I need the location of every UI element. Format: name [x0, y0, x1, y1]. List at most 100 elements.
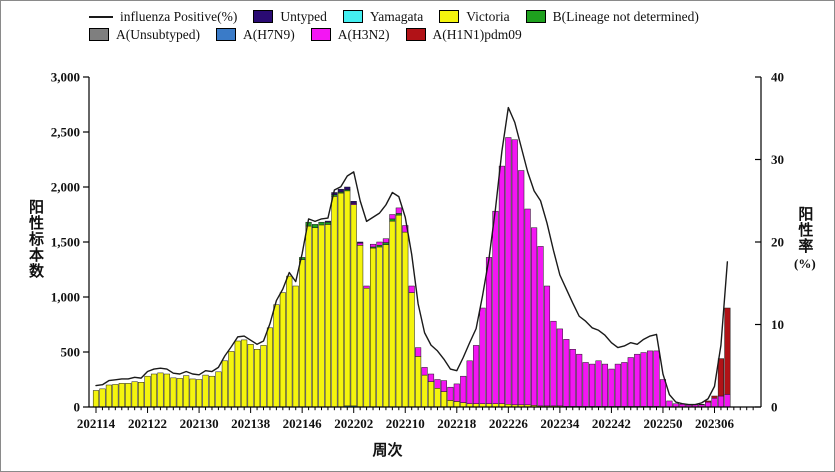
- legend-item-victoria: Victoria: [439, 9, 510, 24]
- bar-segment-untyped: [357, 241, 364, 244]
- bar-segment-h3n2: [724, 394, 731, 408]
- bar-segment-h3n2: [421, 367, 428, 376]
- bar-segment-victoria: [176, 378, 183, 408]
- bar-segment-victoria: [318, 224, 325, 408]
- bar: [254, 349, 261, 408]
- bar-segment-untyped: [337, 188, 344, 193]
- x-tick-label: 202242: [592, 416, 631, 431]
- bar-segment-victoria: [99, 388, 106, 408]
- bar: [228, 351, 235, 408]
- bar: [550, 320, 557, 408]
- bar-segment-h3n2: [563, 339, 570, 407]
- bar: [589, 363, 596, 408]
- bar-segment-victoria: [170, 377, 177, 408]
- bar: [324, 220, 331, 408]
- bar: [247, 344, 254, 408]
- bar: [105, 384, 112, 408]
- bar-segment-b_lineage_not_determined: [312, 224, 319, 228]
- bar: [582, 362, 589, 408]
- bar: [144, 375, 151, 408]
- bar-segment-h3n2: [498, 165, 505, 404]
- bar-segment-victoria: [189, 378, 196, 408]
- bar-segment-h3n2: [531, 227, 538, 406]
- x-tick-label: 202210: [386, 416, 425, 431]
- y-right-tick-label: 0: [771, 400, 778, 415]
- bar: [99, 388, 106, 408]
- bar-segment-victoria: [202, 374, 209, 408]
- bar: [125, 383, 132, 408]
- bar-segment-h3n2: [511, 139, 518, 406]
- bar-segment-h3n2: [717, 395, 724, 408]
- bar: [531, 227, 538, 408]
- bar-segment-victoria: [92, 390, 100, 408]
- x-tick-label: 202218: [437, 416, 477, 431]
- bar-segment-victoria: [415, 356, 422, 408]
- legend-label: Yamagata: [369, 9, 424, 24]
- y-axis-left-title: 阳性标本数: [27, 199, 43, 279]
- bar: [369, 243, 377, 408]
- y-left-tick-label: 500: [61, 345, 81, 360]
- bar: [608, 368, 615, 408]
- x-tick-label: 202146: [283, 416, 323, 431]
- bar: [576, 353, 583, 408]
- x-tick-label: 202138: [231, 416, 271, 431]
- bar-segment-victoria: [125, 383, 132, 408]
- bar: [524, 208, 531, 408]
- bar-segment-untyped: [324, 220, 331, 223]
- bar: [627, 357, 634, 408]
- bar-segment-victoria: [234, 340, 241, 408]
- bar-segment-victoria: [299, 259, 306, 408]
- bar: [666, 400, 673, 408]
- bar: [724, 307, 731, 408]
- bar: [376, 241, 383, 408]
- bar-segment-victoria: [266, 327, 273, 408]
- bar: [202, 374, 209, 408]
- bar: [717, 358, 724, 408]
- bar: [498, 165, 505, 408]
- bar-segment-h1n1pdm09: [705, 400, 712, 403]
- bar-segment-h3n2: [659, 379, 667, 408]
- bar-segment-h3n2: [369, 243, 377, 248]
- bar: [595, 360, 602, 408]
- bar: [408, 285, 415, 408]
- bar-segment-h3n2: [415, 347, 422, 357]
- bar-segment-h3n2: [537, 246, 544, 407]
- bar: [601, 363, 609, 408]
- line-swatch-icon: [89, 15, 113, 18]
- bar-segment-h3n2: [647, 350, 654, 407]
- bar: [241, 339, 248, 408]
- bar: [427, 373, 435, 408]
- color-swatch-icon: [310, 27, 331, 41]
- color-swatch-icon: [525, 10, 546, 24]
- bar: [196, 379, 203, 408]
- x-tick-label: 202226: [489, 416, 529, 431]
- bar-segment-victoria: [196, 379, 203, 408]
- bar-segment-victoria: [369, 247, 377, 408]
- bar: [183, 375, 190, 408]
- legend-item-b-lineage-not-determined-: B(Lineage not determined): [525, 10, 699, 24]
- bar: [402, 225, 409, 408]
- y-right-tick-label: 20: [771, 235, 784, 250]
- bar: [208, 375, 216, 408]
- bar-segment-victoria: [254, 349, 261, 408]
- bar-segment-h3n2: [395, 207, 402, 214]
- y-right-tick-label: 40: [771, 70, 784, 85]
- bar-segment-h3n2: [543, 285, 551, 407]
- bar-segment-h3n2: [589, 363, 596, 407]
- bar: [337, 188, 344, 408]
- bar-segment-b_lineage_not_determined: [389, 218, 396, 222]
- bar: [382, 238, 389, 408]
- bar-segment-victoria: [208, 375, 216, 408]
- y-left-tick-label: 0: [74, 400, 81, 415]
- bar-segment-victoria: [221, 360, 228, 408]
- bar: [556, 328, 563, 408]
- bar-segment-h3n2: [460, 375, 467, 403]
- legend-label: Victoria: [466, 9, 510, 24]
- bar: [479, 307, 486, 408]
- bar-segment-victoria: [292, 285, 299, 408]
- bar-segment-h3n2: [505, 137, 512, 405]
- bar: [350, 201, 357, 408]
- bar-segment-victoria: [324, 224, 331, 408]
- bar: [318, 221, 325, 408]
- bar: [138, 382, 145, 408]
